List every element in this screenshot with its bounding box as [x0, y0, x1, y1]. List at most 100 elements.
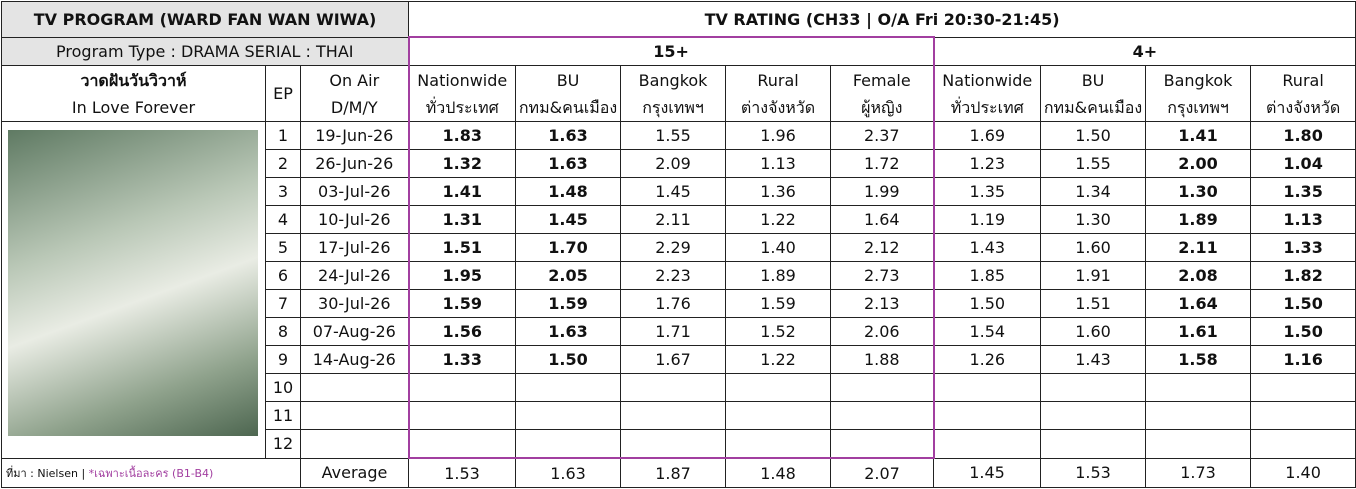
- rating-value: 1.67: [620, 345, 727, 374]
- rating-value: 1.33: [1250, 233, 1356, 262]
- rating-value: 2.00: [1145, 149, 1252, 178]
- header-line: ต่างจังหวัด: [740, 97, 816, 117]
- rating-value: 1.50: [1250, 289, 1356, 318]
- header-line: Female: [852, 70, 911, 90]
- rating-value: 1.58: [1145, 345, 1252, 374]
- rating-value: 1.35: [1250, 177, 1356, 206]
- rating-value: [1145, 401, 1252, 430]
- rating-value: 1.70: [515, 233, 622, 262]
- rating-value: 1.31: [407, 205, 517, 234]
- poster-image: [8, 130, 258, 436]
- rating-value: 2.37: [830, 121, 935, 150]
- rating-value: 1.61: [1145, 317, 1252, 346]
- column-header: Rural ต่างจังหวัด: [725, 65, 832, 122]
- table-row: ที่มา : Nielsen | *เฉพาะเนื้อละคร (B1-B4…: [1, 457, 1356, 488]
- rating-value: 1.33: [407, 345, 517, 374]
- rating-value: 1.19: [933, 205, 1042, 234]
- column-header: BU กทม&คนเมือง: [515, 65, 622, 122]
- header-line: D/M/Y: [330, 97, 378, 117]
- rating-value: 2.13: [830, 289, 935, 318]
- date: 17-Jul-26: [299, 233, 410, 262]
- group-label: 15+: [407, 36, 935, 66]
- program-name: วาดฝันวันวิวาห์ In Love Forever: [1, 65, 266, 122]
- rating-value: 1.45: [620, 177, 727, 206]
- header-line: กรุงเทพฯ: [642, 97, 704, 117]
- table-row: 3 03-Jul-26 1.41 1.48 1.45 1.36 1.99 1.35 1.34 1.…: [2, 177, 1356, 206]
- rating-value: 1.89: [1145, 205, 1252, 234]
- header-line: Nationwide: [417, 70, 508, 90]
- rating-value: 1.13: [725, 149, 832, 178]
- rating-value: 1.50: [933, 289, 1042, 318]
- rating-value: 2.73: [830, 261, 935, 290]
- rating-value: [830, 401, 935, 430]
- date: 30-Jul-26: [299, 289, 410, 318]
- rating-value: 1.36: [725, 177, 832, 206]
- header-line: ผู้หญิง: [861, 97, 903, 117]
- source-label: ที่มา : Nielsen |: [6, 466, 86, 480]
- rating-value: 1.43: [933, 233, 1042, 262]
- average-value: 1.45: [933, 457, 1042, 488]
- rating-value: 1.51: [1040, 289, 1147, 318]
- rating-value: 1.40: [725, 233, 832, 262]
- average-value: 1.73: [1145, 457, 1252, 488]
- rating-value: 1.64: [830, 205, 935, 234]
- rating-value: 1.23: [933, 149, 1042, 178]
- column-header: Bangkok กรุงเทพฯ: [620, 65, 727, 122]
- date: [299, 429, 410, 459]
- header-line: On Air: [329, 70, 380, 90]
- rating-value: [1040, 429, 1147, 459]
- ep: 7: [265, 289, 301, 318]
- rating-value: [725, 373, 832, 402]
- table-row: วาดฝันวันวิวาห์ In Love Forever EP On Air D/…: [1, 65, 1356, 122]
- average-value: 1.53: [1040, 457, 1147, 488]
- rating-value: 1.34: [1040, 177, 1147, 206]
- rating-value: 1.71: [620, 317, 727, 346]
- rating-value: 1.85: [933, 261, 1042, 290]
- rating-value: [515, 429, 622, 459]
- rating-value: 1.32: [407, 149, 517, 178]
- rating-value: 1.13: [1250, 205, 1356, 234]
- ep: 1: [265, 121, 301, 150]
- rating-value: [407, 401, 517, 430]
- table-row: 1 19-Jun-26 1.83 1.63 1.55 1.96 2.37 1.69 1.50 1.…: [1, 121, 1356, 459]
- date: 14-Aug-26: [299, 345, 410, 374]
- average-value: 1.63: [515, 457, 622, 488]
- average-value: 2.07: [830, 457, 935, 488]
- header-line: Bangkok: [1163, 70, 1233, 90]
- rating-value: 1.59: [407, 289, 517, 318]
- column-header: Nationwide ทั่วประเทศ: [407, 65, 517, 122]
- ep: 6: [265, 261, 301, 290]
- rating-value: 1.59: [725, 289, 832, 318]
- rating-value: [515, 373, 622, 402]
- table-row: 10: [2, 373, 1356, 402]
- rating-value: [1250, 401, 1356, 430]
- ep: 2: [265, 149, 301, 178]
- ep: 10: [265, 373, 301, 402]
- group-label: 4+: [933, 36, 1356, 66]
- ep: 4: [265, 205, 301, 234]
- table-row: TV PROGRAM (WARD FAN WAN WIWA) TV RATING …: [0, 1, 1356, 38]
- rating-value: 1.76: [620, 289, 727, 318]
- rating-value: 1.80: [1250, 121, 1356, 150]
- table-row: 4 10-Jul-26 1.31 1.45 2.11 1.22 1.64 1.19 1.30 1.…: [2, 205, 1356, 234]
- rating-value: [407, 373, 517, 402]
- rating-value: [933, 429, 1042, 459]
- rating-value: 2.23: [620, 261, 727, 290]
- rating-value: 1.41: [1145, 121, 1252, 150]
- column-header: Bangkok กรุงเทพฯ: [1145, 65, 1252, 122]
- header-line: ทั่วประเทศ: [425, 97, 499, 117]
- rating-value: 1.26: [933, 345, 1042, 374]
- table-row: 8 07-Aug-26 1.56 1.63 1.71 1.52 2.06 1.54 1.60 1.…: [2, 317, 1356, 346]
- table-row: 5 17-Jul-26 1.51 1.70 2.29 1.40 2.12 1.43 1.60 2.…: [2, 233, 1356, 262]
- date: 10-Jul-26: [299, 205, 410, 234]
- rating-value: 1.56: [407, 317, 517, 346]
- ep: 5: [265, 233, 301, 262]
- rating-value: 2.06: [830, 317, 935, 346]
- rating-value: 1.45: [515, 205, 622, 234]
- date: 19-Jun-26: [299, 121, 410, 150]
- rating-value: [515, 401, 622, 430]
- rating-value: 1.41: [407, 177, 517, 206]
- rating-value: [830, 429, 935, 459]
- date: [299, 373, 410, 402]
- date: 26-Jun-26: [299, 149, 410, 178]
